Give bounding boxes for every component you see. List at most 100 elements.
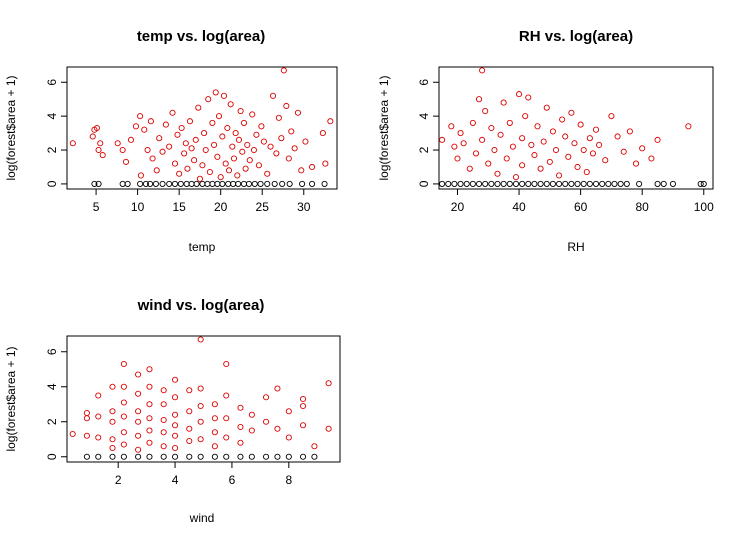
data-point [251,180,258,187]
data-point [172,422,179,429]
data-point [234,172,241,179]
data-point [205,96,212,103]
data-point [186,425,193,432]
y-axis-label: log(forest$area + 1) [377,75,391,180]
data-point [632,160,640,167]
data-point [211,401,218,408]
data-point [135,432,142,439]
data-point [209,119,216,126]
data-point [217,174,224,181]
data-point [206,169,213,176]
data-point [209,180,216,187]
data-point [697,180,704,187]
data-point [83,453,90,460]
data-point [263,453,270,460]
data-point [186,453,193,460]
data-point [171,160,179,167]
data-point [475,96,483,103]
y-tick-label: 0 [417,180,431,187]
data-point [119,180,126,187]
data-point [639,145,646,152]
data-point [497,131,504,138]
y-tick-label: 2 [417,146,431,153]
x-tick-label: 20 [214,200,228,214]
data-point [109,436,116,443]
data-point [522,113,529,120]
data-point [457,130,464,137]
plot-frame [66,335,341,463]
data-point [494,180,501,187]
data-point [279,180,286,187]
scatter-points [69,67,334,187]
data-point [500,180,507,187]
data-point [147,180,154,187]
data-point [302,138,309,145]
data-point [120,453,127,460]
x-tick-label: 8 [285,473,292,487]
data-point [172,376,179,383]
data-point [215,113,223,120]
data-point [223,392,230,399]
data-point [83,432,90,439]
data-point [186,387,193,394]
data-point [83,409,90,417]
data-point [223,434,230,441]
data-point [225,167,233,174]
data-point [230,180,237,187]
data-point [184,165,191,172]
data-point [149,155,156,162]
data-point [273,150,280,157]
data-point [457,180,464,187]
data-point [122,158,130,165]
x-tick-label: 2 [115,473,122,487]
data-point [475,180,483,187]
data-point [246,157,253,164]
data-point [299,180,306,187]
data-point [142,180,149,187]
data-point [95,146,102,154]
data-point [186,118,194,125]
data-point [239,148,246,155]
scatter-points [69,336,332,460]
data-point [204,180,211,187]
data-point [549,128,556,135]
data-point [565,153,572,160]
panel-wind: wind vs. log(area) 0 2 4 6 2 4 6 8 wind log(fo… [4,297,341,525]
data-point [546,158,553,165]
data-point [294,109,302,116]
data-point [227,101,234,108]
data-point [135,390,142,397]
data-point [488,124,495,132]
data-point [210,141,218,148]
data-point [250,146,257,154]
data-point [285,155,292,162]
data-point [271,180,278,187]
panel-title: RH vs. log(area) [519,28,633,45]
data-point [224,124,231,132]
data-point [299,453,307,460]
data-point [197,402,204,410]
data-point [169,109,176,116]
data-point [237,453,244,460]
data-point [160,429,167,436]
data-point [193,180,200,187]
data-point [596,141,603,148]
data-point [248,453,255,460]
data-point [614,133,621,140]
data-point [160,401,167,408]
data-point [202,146,209,154]
data-point [89,133,96,140]
y-tick-label: 6 [45,79,59,86]
data-point [120,429,127,436]
data-point [311,453,318,460]
data-point [99,152,106,159]
panel-title: wind vs. log(area) [137,297,265,314]
data-point [172,394,179,401]
data-point [196,175,203,182]
data-point [654,136,661,143]
data-point [225,180,232,187]
data-point [263,418,270,425]
data-point [181,150,188,157]
data-point [322,160,329,167]
